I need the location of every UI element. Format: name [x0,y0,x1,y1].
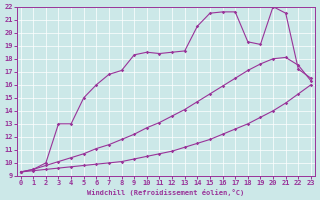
X-axis label: Windchill (Refroidissement éolien,°C): Windchill (Refroidissement éolien,°C) [87,189,244,196]
